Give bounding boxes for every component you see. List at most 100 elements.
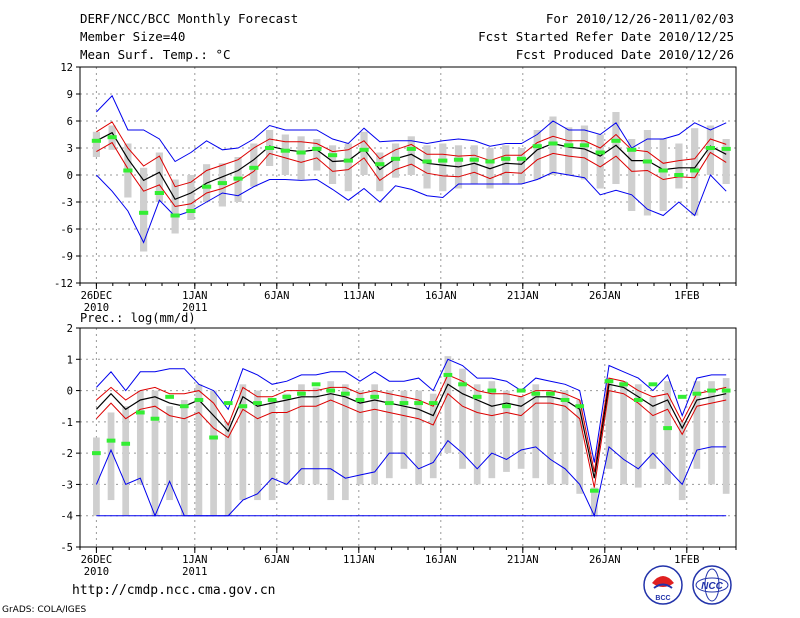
observation-marker xyxy=(249,165,259,170)
x-tick-label: 1FEB xyxy=(674,290,699,302)
x-tick-year-label: 2011 xyxy=(182,566,207,578)
ensemble-box xyxy=(151,390,159,516)
observation-marker xyxy=(375,162,385,167)
ensemble-box xyxy=(385,390,393,479)
ensemble-box xyxy=(313,139,321,171)
observation-marker xyxy=(642,159,653,164)
ensemble-box xyxy=(561,390,569,485)
observation-marker xyxy=(677,394,687,399)
ensemble-box xyxy=(407,136,415,175)
ensemble-box xyxy=(659,139,667,211)
ensemble-box xyxy=(532,384,540,479)
x-tick-year-label: 2010 xyxy=(84,566,109,578)
x-tick-year-label: 2010 xyxy=(84,302,109,314)
x-tick-label: 26DEC xyxy=(81,554,113,566)
observation-marker xyxy=(327,153,338,158)
observation-marker xyxy=(487,388,497,393)
observation-marker xyxy=(267,397,277,402)
ensemble-box xyxy=(620,381,627,485)
observation-marker xyxy=(721,146,731,151)
ensemble-box xyxy=(547,390,554,485)
x-tick-label: 11JAN xyxy=(343,554,375,566)
observation-marker xyxy=(296,150,306,155)
observation-marker xyxy=(238,404,248,409)
ensemble-box xyxy=(722,139,730,184)
ensemble-box xyxy=(224,421,232,516)
observation-marker xyxy=(589,488,599,493)
ensemble-box xyxy=(327,381,335,501)
ensemble-box xyxy=(155,152,163,202)
y-tick-label: 0 xyxy=(67,170,73,182)
y-tick-label: 9 xyxy=(67,89,73,101)
observation-marker xyxy=(154,191,164,195)
y-tick-label: -1 xyxy=(60,417,73,429)
x-tick-label: 1FEB xyxy=(674,554,699,566)
x-tick-label: 26DEC xyxy=(81,290,113,302)
observation-marker xyxy=(107,135,117,140)
ensemble-box xyxy=(140,167,148,252)
ensemble-box xyxy=(297,136,305,180)
ensemble-box xyxy=(250,143,258,187)
ensemble-box xyxy=(517,148,526,184)
bcc-logo: BCC xyxy=(643,565,683,605)
header-member-size: Member Size=40 xyxy=(80,29,186,44)
observation-marker xyxy=(170,213,180,218)
header-variable: Mean Surf. Temp.: °C xyxy=(80,47,231,62)
source-url[interactable]: http://cmdp.ncc.cma.gov.cn xyxy=(72,583,276,598)
x-tick-label: 21JAN xyxy=(507,554,539,566)
min-line xyxy=(96,171,727,244)
x-tick-label: 26JAN xyxy=(589,290,621,302)
ensemble-box xyxy=(634,384,642,488)
observation-marker xyxy=(92,451,101,456)
observation-marker xyxy=(579,143,590,148)
precip-title: Prec.: log(mm/d) xyxy=(80,311,196,325)
ensemble-box xyxy=(517,396,525,469)
ensemble-box xyxy=(107,412,115,501)
observation-marker xyxy=(438,158,448,163)
header-period: For 2010/12/26-2011/02/03 xyxy=(545,11,734,26)
ensemble-box xyxy=(210,390,217,516)
observation-marker xyxy=(627,147,637,152)
ensemble-box xyxy=(429,393,437,479)
observation-marker xyxy=(575,404,585,409)
observation-marker xyxy=(217,181,227,186)
observation-marker xyxy=(326,388,336,393)
observation-marker xyxy=(139,210,149,215)
observation-marker xyxy=(194,397,204,402)
observation-marker xyxy=(384,401,394,406)
observation-marker xyxy=(674,173,684,177)
observation-marker xyxy=(150,416,160,421)
x-tick-label: 16JAN xyxy=(425,290,457,302)
ensemble-box xyxy=(565,127,573,175)
ensemble-box xyxy=(400,390,408,469)
ensemble-box xyxy=(298,384,305,485)
ensemble-box xyxy=(187,175,195,220)
observation-marker xyxy=(663,426,672,431)
ensemble-box xyxy=(122,406,130,516)
observation-marker xyxy=(202,184,212,189)
observation-marker xyxy=(532,144,542,149)
max-line xyxy=(96,358,727,463)
observation-marker xyxy=(458,382,467,387)
observation-marker xyxy=(692,391,702,396)
ensemble-box xyxy=(92,131,100,157)
observation-marker xyxy=(280,148,290,153)
ensemble-box xyxy=(136,390,144,485)
bcc-logo-text: BCC xyxy=(655,595,670,602)
observation-marker xyxy=(165,394,174,399)
observation-marker xyxy=(604,379,614,384)
header-title: DERF/NCC/BCC Monthly Forecast xyxy=(80,11,299,26)
sd-lower-line xyxy=(96,141,727,208)
observation-marker xyxy=(341,391,350,396)
ensemble-box xyxy=(675,143,683,189)
observation-marker xyxy=(546,391,555,396)
observation-marker xyxy=(690,168,700,173)
observation-marker xyxy=(548,141,558,146)
ensemble-box xyxy=(312,387,320,485)
ensemble-box xyxy=(344,143,352,192)
observation-marker xyxy=(453,157,464,162)
ensemble-box xyxy=(93,437,100,516)
x-tick-label: 11JAN xyxy=(343,290,375,302)
observation-marker xyxy=(179,404,189,409)
ensemble-box xyxy=(423,145,431,189)
